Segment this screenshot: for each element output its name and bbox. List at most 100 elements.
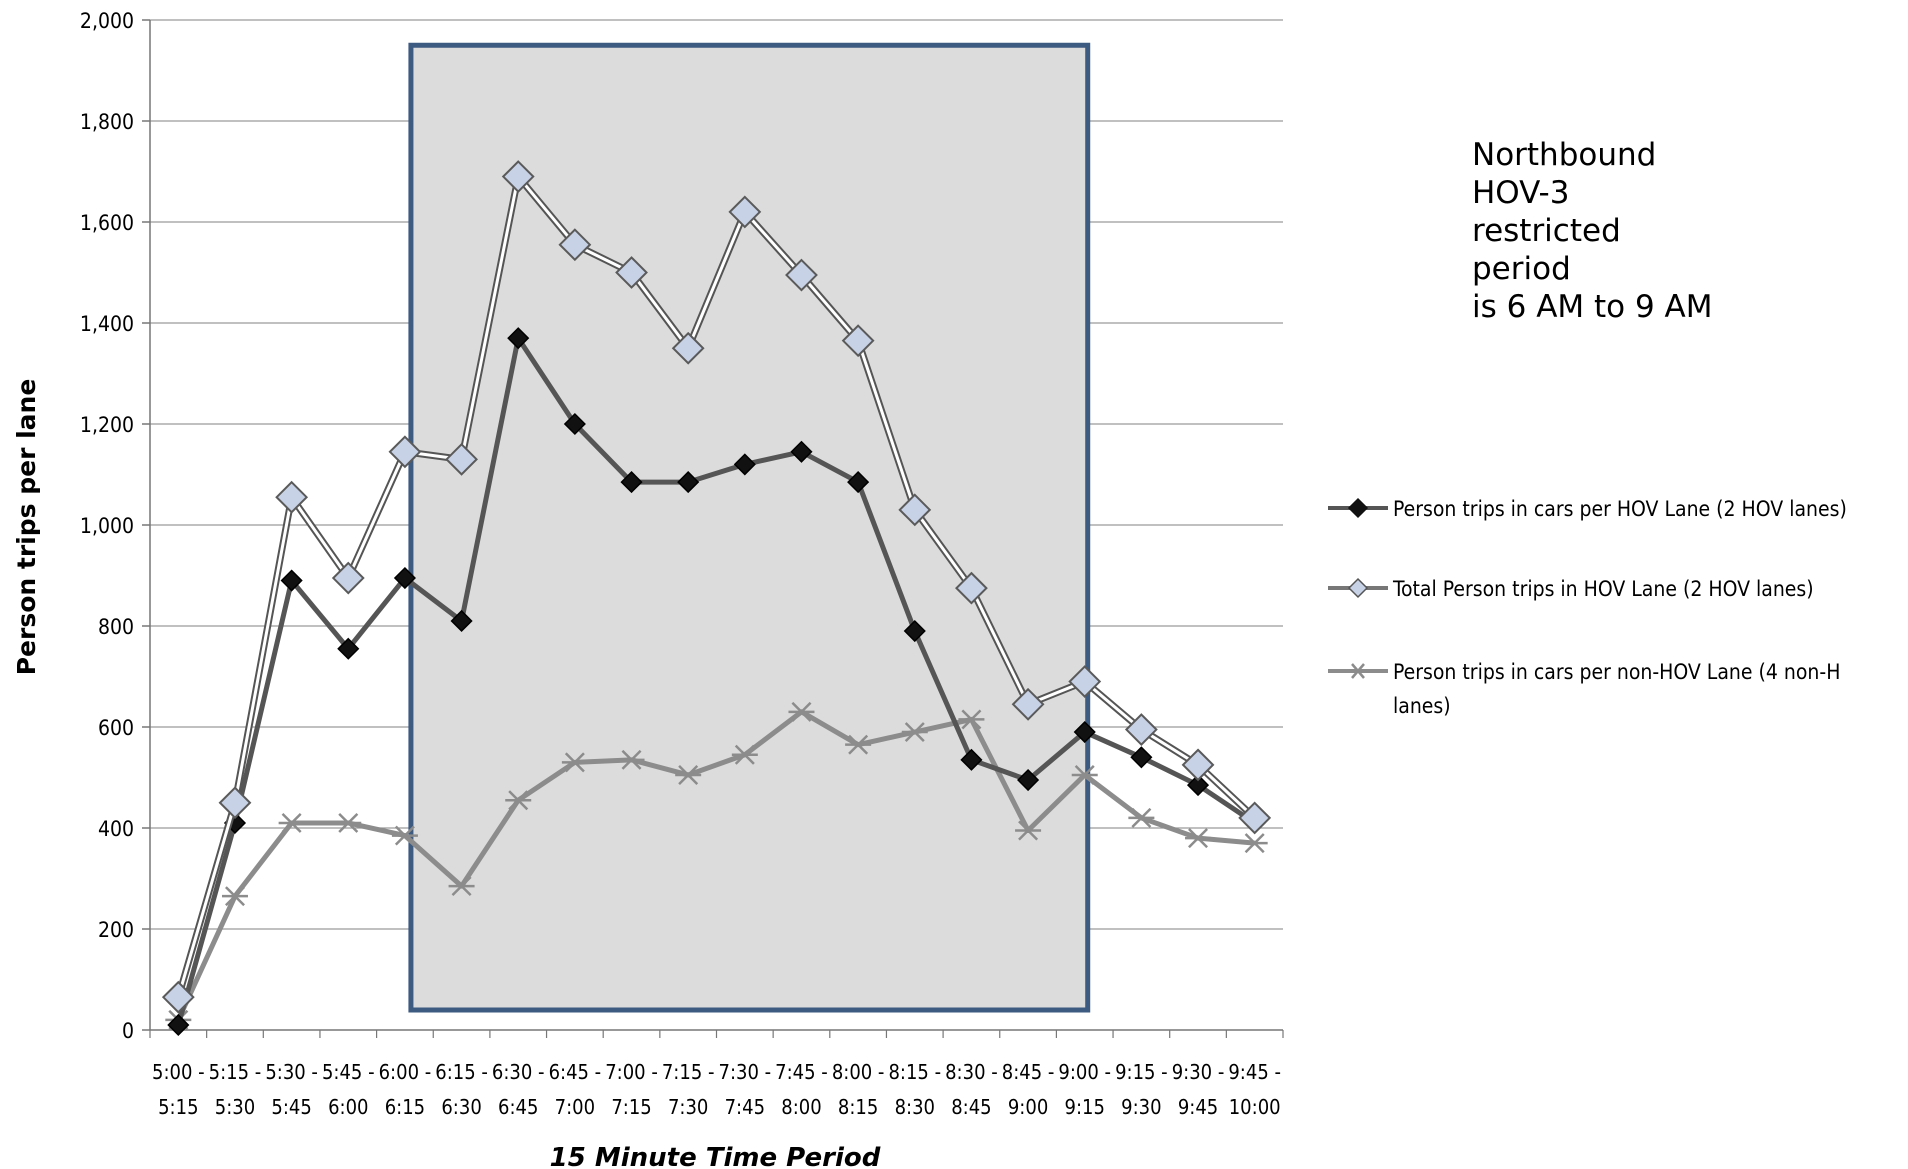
x-tick-label: 6:15 bbox=[385, 1095, 425, 1119]
data-point bbox=[278, 812, 305, 833]
x-tick-label: 8:15 - bbox=[888, 1060, 941, 1084]
annotation-line: period bbox=[1472, 251, 1571, 287]
legend-label: Person trips in cars per non-HOV Lane (4… bbox=[1393, 660, 1840, 684]
data-point bbox=[501, 160, 535, 193]
legend-asterisk-marker bbox=[1349, 663, 1367, 679]
data-point-stroke bbox=[961, 709, 982, 730]
series-line bbox=[175, 335, 1257, 1026]
legend-label: Total Person trips in HOV Lane (2 HOV la… bbox=[1392, 577, 1814, 601]
x-tick-label: 5:00 - bbox=[152, 1060, 205, 1084]
x-tick-label: 7:15 bbox=[611, 1095, 651, 1119]
annotation: Northbound HOV-3 restricted period is 6 … bbox=[1472, 137, 1713, 325]
data-point bbox=[450, 609, 473, 633]
data-point bbox=[731, 744, 758, 765]
data-point bbox=[1185, 828, 1212, 849]
data-point bbox=[1073, 720, 1096, 744]
data-point bbox=[733, 453, 756, 476]
data-point-stroke bbox=[224, 886, 245, 907]
annotation-line: Northbound bbox=[1472, 137, 1656, 173]
y-tick-label: 1,600 bbox=[80, 211, 134, 235]
data-point bbox=[677, 471, 700, 494]
data-point-stroke bbox=[1074, 764, 1095, 785]
x-tick-label: 6:00 - bbox=[379, 1060, 432, 1084]
x-tick-label: 7:30 - bbox=[719, 1060, 772, 1084]
data-point bbox=[275, 480, 309, 514]
data-point-stroke bbox=[394, 825, 415, 846]
data-point bbox=[845, 734, 872, 755]
data-point-stroke bbox=[848, 734, 869, 755]
y-tick-label: 600 bbox=[98, 716, 134, 740]
data-point bbox=[847, 471, 870, 494]
series-open-diamond bbox=[161, 160, 1272, 1014]
data-point bbox=[161, 980, 195, 1014]
data-point bbox=[507, 327, 530, 350]
x-tick-label: 9:30 - bbox=[1172, 1060, 1225, 1084]
data-point bbox=[1181, 748, 1215, 782]
x-tick-label: 9:45 bbox=[1178, 1095, 1218, 1119]
y-axis-ticks: 0 200 400 600 800 1,000 1,200 1,400 1,600 1,800 2,… bbox=[80, 9, 150, 1043]
data-point bbox=[1071, 764, 1098, 785]
y-tick-label: 1,400 bbox=[80, 312, 134, 336]
data-point-stroke bbox=[564, 752, 585, 773]
data-point bbox=[561, 752, 588, 773]
data-point-stroke bbox=[338, 812, 359, 833]
x-tick-label: 7:45 bbox=[725, 1095, 765, 1119]
y-tick-label: 1,000 bbox=[80, 514, 134, 538]
x-tick-label: 6:30 - bbox=[492, 1060, 545, 1084]
data-point bbox=[788, 701, 815, 722]
legend-open-diamond-marker bbox=[1347, 577, 1369, 599]
data-point bbox=[1128, 807, 1155, 828]
series-line bbox=[176, 709, 1255, 1021]
x-tick-label: 8:30 bbox=[895, 1095, 935, 1119]
data-point bbox=[671, 331, 705, 365]
data-point bbox=[335, 812, 362, 833]
legend: Person trips in cars per HOV Lane (2 HOV… bbox=[1328, 497, 1847, 718]
data-point bbox=[1017, 768, 1040, 792]
legend-filled-diamond-marker bbox=[1347, 497, 1369, 519]
data-point bbox=[675, 764, 702, 785]
data-point bbox=[1130, 746, 1153, 769]
x-tick-label: 7:30 bbox=[668, 1095, 708, 1119]
y-tick-label: 200 bbox=[98, 918, 134, 942]
data-point bbox=[167, 1013, 190, 1037]
x-tick-label: 6:45 - bbox=[549, 1060, 602, 1084]
axes bbox=[149, 20, 1283, 1031]
y-tick-label: 1,200 bbox=[80, 413, 134, 437]
data-point-stroke bbox=[281, 812, 302, 833]
x-tick-label: 7:15 - bbox=[662, 1060, 715, 1084]
x-tick-label: 7:00 - bbox=[605, 1060, 658, 1084]
legend-label: Person trips in cars per HOV Lane (2 HOV… bbox=[1393, 497, 1847, 521]
data-point bbox=[331, 561, 365, 595]
data-point bbox=[728, 195, 762, 229]
x-tick-label: 7:45 - bbox=[775, 1060, 828, 1084]
y-tick-label: 800 bbox=[98, 615, 134, 639]
data-point bbox=[1068, 665, 1102, 698]
y-tick-label: 0 bbox=[122, 1019, 134, 1043]
data-point bbox=[1238, 801, 1272, 835]
legend-item: Total Person trips in HOV Lane (2 HOV la… bbox=[1328, 577, 1814, 601]
x-tick-label: 5:15 bbox=[158, 1095, 198, 1119]
data-point bbox=[1186, 774, 1210, 797]
x-tick-label: 8:00 bbox=[781, 1095, 821, 1119]
data-point bbox=[1011, 687, 1045, 721]
x-tick-label: 5:30 bbox=[215, 1095, 255, 1119]
data-point bbox=[218, 786, 252, 820]
x-tick-label: 10:00 bbox=[1229, 1095, 1281, 1119]
x-tick-label: 6:00 bbox=[328, 1095, 368, 1119]
y-tick-label: 2,000 bbox=[80, 9, 134, 33]
data-point-stroke bbox=[678, 764, 699, 785]
data-point bbox=[388, 435, 422, 469]
x-tick-label: 6:45 bbox=[498, 1095, 538, 1119]
x-tick-label: 8:45 bbox=[951, 1095, 991, 1119]
x-tick-label: 8:30 - bbox=[945, 1060, 998, 1084]
data-point bbox=[903, 619, 926, 643]
x-tick-label: 9:15 bbox=[1065, 1095, 1105, 1119]
series-filled-diamond bbox=[167, 327, 1266, 1037]
data-point-stroke bbox=[904, 722, 925, 743]
x-tick-label: 9:45 - bbox=[1228, 1060, 1281, 1084]
data-point-stroke bbox=[451, 876, 472, 897]
data-point-stroke bbox=[508, 790, 529, 811]
y-tick-label: 1,800 bbox=[80, 110, 134, 134]
data-point bbox=[445, 442, 478, 476]
